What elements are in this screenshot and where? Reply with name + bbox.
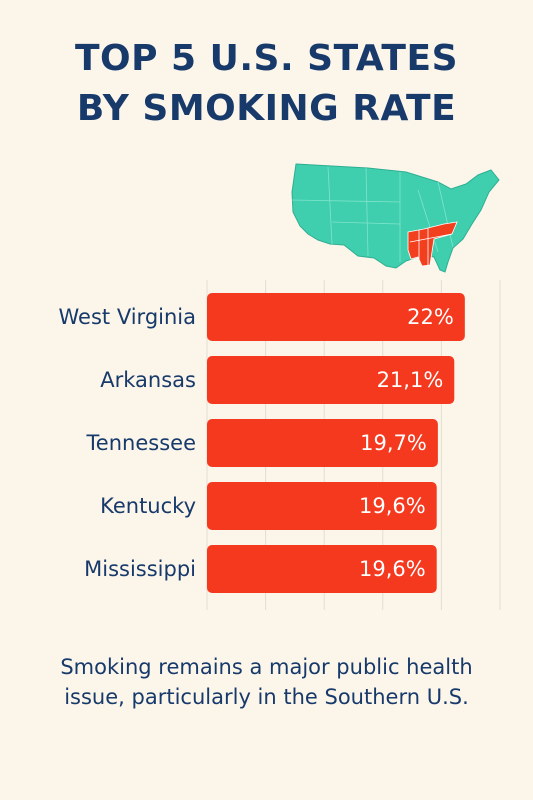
- us-map-icon: [291, 163, 500, 273]
- highlighted-state-borders: [409, 228, 453, 265]
- highlighted-states: [407, 221, 458, 267]
- bar: [207, 545, 437, 593]
- bar: [207, 293, 465, 341]
- value-label: 22%: [407, 305, 454, 329]
- value-label: 19,7%: [360, 431, 427, 455]
- value-label: 21,1%: [377, 368, 444, 392]
- bar: [207, 356, 455, 404]
- labels-layer: West Virginia 22% Arkansas 21,1% Tennessee 19…: [59, 305, 454, 581]
- state-borders: [291, 166, 454, 262]
- us-mainland-shape: [291, 163, 500, 273]
- chart-title-line-1: TOP 5 U.S. STATES: [74, 38, 459, 79]
- chart-title-line-2: BY SMOKING RATE: [76, 88, 457, 129]
- bar: [207, 482, 437, 530]
- bar-chart: West Virginia 22% Arkansas 21,1% Tennessee 19…: [59, 280, 501, 610]
- bar: [207, 419, 438, 467]
- category-label: Mississippi: [84, 557, 196, 581]
- category-label: Tennessee: [86, 431, 196, 455]
- bars-layer: [207, 293, 465, 593]
- value-label: 19,6%: [359, 494, 426, 518]
- category-label: Kentucky: [100, 494, 196, 518]
- chart-title: TOP 5 U.S. STATES BY SMOKING RATE: [0, 34, 533, 134]
- category-label: West Virginia: [59, 305, 196, 329]
- category-label: Arkansas: [100, 368, 196, 392]
- footnote: Smoking remains a major public health is…: [60, 655, 473, 709]
- value-label: 19,6%: [359, 557, 426, 581]
